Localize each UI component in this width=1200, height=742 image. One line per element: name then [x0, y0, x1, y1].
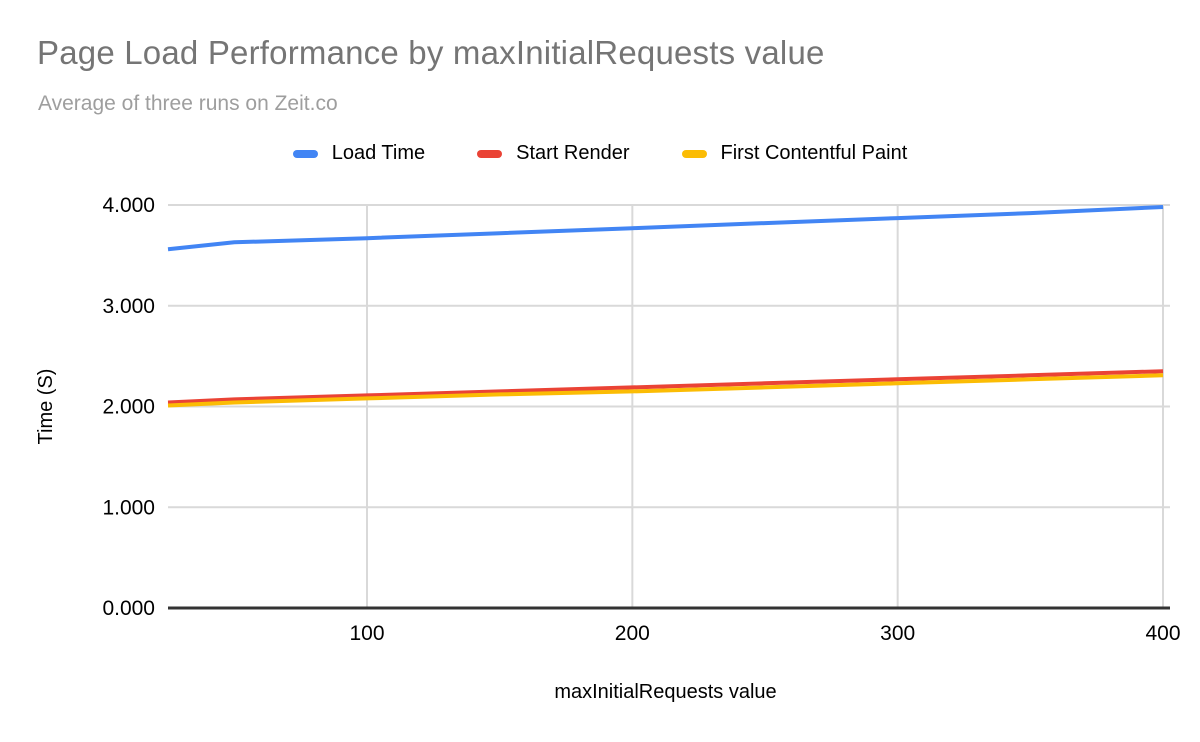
series-line-start-render [167, 369, 1164, 405]
legend-label: First Contentful Paint [720, 142, 908, 164]
y-axis-title: Time (S) [35, 369, 57, 445]
gridlines [168, 204, 1170, 608]
x-axis-title: maxInitialRequests value [554, 681, 776, 703]
legend-label: Load Time [331, 142, 426, 164]
legend-swatch-icon [477, 149, 503, 158]
x-tick-label: 100 [349, 622, 384, 645]
x-tick-label: 200 [615, 622, 650, 645]
y-tick-label: 3.000 [102, 295, 155, 318]
x-tick-label: 400 [1145, 622, 1180, 645]
legend-swatch-icon [681, 149, 707, 158]
legend-item: First Contentful Paint [681, 142, 908, 165]
chart-legend: Load Time Start Render First Contentful Pa… [0, 142, 1200, 165]
legend-item: Load Time [292, 142, 426, 165]
chart-subtitle: Average of three runs on Zeit.co [38, 92, 338, 115]
series-line-load-time [167, 205, 1164, 252]
y-tick-label: 4.000 [102, 194, 155, 217]
x-tick-label: 300 [880, 622, 915, 645]
series-line-first-contentful-paint [167, 373, 1164, 408]
legend-item: Start Render [477, 142, 630, 165]
legend-label: Start Render [516, 142, 630, 164]
legend-swatch-icon [292, 149, 318, 158]
y-tick-label: 0.000 [102, 597, 155, 620]
chart-title: Page Load Performance by maxInitialReque… [37, 34, 825, 71]
y-tick-label: 1.000 [102, 496, 155, 519]
y-tick-label: 2.000 [102, 396, 155, 419]
